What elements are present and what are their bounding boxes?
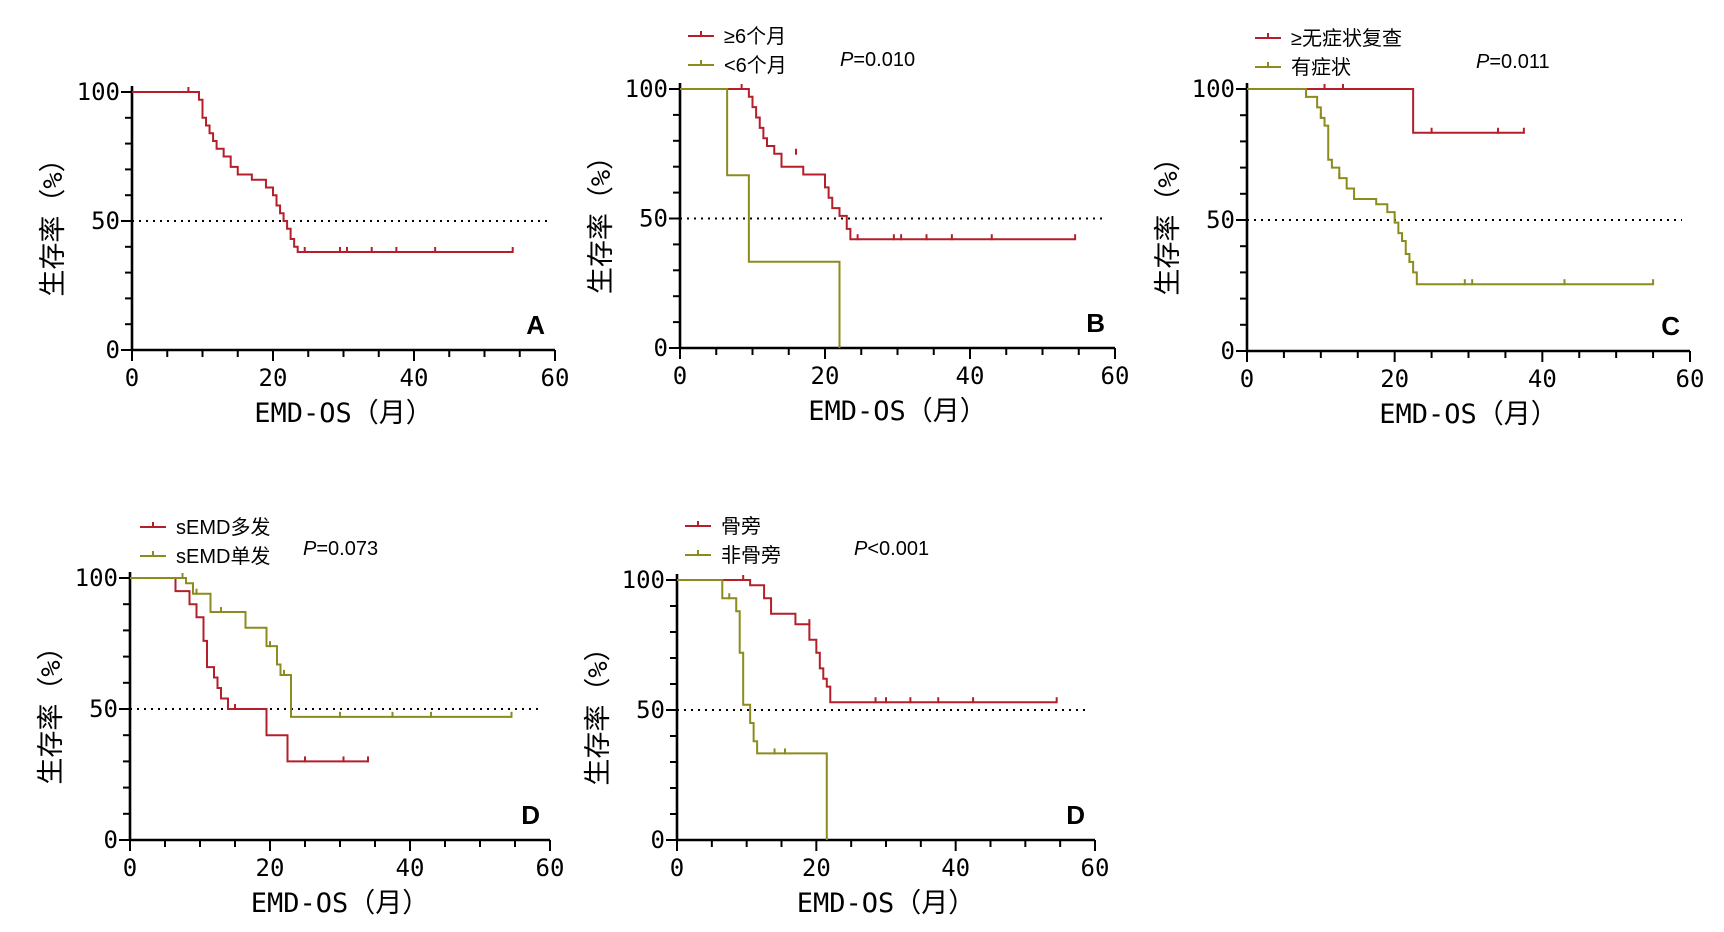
- panel-letter: A: [526, 310, 545, 340]
- x-tick-label: 40: [400, 364, 429, 392]
- x-tick-label: 60: [1676, 365, 1705, 393]
- legend-label: 骨旁: [721, 515, 761, 538]
- y-tick-label: 0: [106, 336, 120, 364]
- legend-label: 有症状: [1291, 56, 1351, 79]
- y-axis-title: 生存率（%）: [583, 634, 614, 785]
- y-axis-title: 生存率（%）: [586, 143, 617, 294]
- x-axis-title: EMD-OS（月）: [254, 398, 433, 429]
- legend-label: <6个月: [724, 54, 787, 77]
- y-tick-label: 50: [636, 696, 665, 724]
- y-tick-label: 100: [1192, 75, 1235, 103]
- x-tick-label: 40: [1528, 365, 1557, 393]
- x-tick-label: 20: [811, 362, 840, 390]
- panel-letter: C: [1661, 311, 1680, 341]
- p-value-label: P<0.001: [854, 538, 929, 560]
- y-tick-label: 50: [91, 207, 120, 235]
- panel-letter: D: [1066, 800, 1085, 830]
- y-axis-title: 生存率（%）: [1153, 144, 1184, 295]
- y-tick-label: 50: [89, 695, 118, 723]
- x-tick-label: 0: [673, 362, 687, 390]
- chart-panel-2: 0 20 40 60 0 50 100 EMD-OS（月） 生存率（%） B ≥6个月 <6个月 P=0…: [586, 25, 1129, 427]
- x-tick-label: 40: [941, 854, 970, 882]
- x-axis-title: EMD-OS（月）: [251, 888, 430, 919]
- y-tick-label: 50: [639, 205, 668, 233]
- x-tick-label: 20: [259, 364, 288, 392]
- survival-curve-series-1: [1247, 88, 1524, 134]
- survival-curve-series-2: [130, 577, 512, 718]
- x-axis-title: EMD-OS（月）: [797, 888, 976, 919]
- x-tick-label: 40: [956, 362, 985, 390]
- panel-letter: B: [1086, 308, 1105, 338]
- x-axis-title: EMD-OS（月）: [1379, 399, 1558, 430]
- survival-curve-series-2: [680, 88, 841, 348]
- x-tick-label: 20: [256, 854, 285, 882]
- x-tick-label: 60: [1081, 854, 1110, 882]
- panel-letter: D: [521, 800, 540, 830]
- x-tick-label: 40: [396, 854, 425, 882]
- y-tick-label: 100: [625, 75, 668, 103]
- x-tick-label: 0: [1240, 365, 1254, 393]
- survival-curve-series-2: [677, 579, 828, 840]
- y-tick-label: 100: [77, 78, 120, 106]
- y-tick-label: 100: [75, 564, 118, 592]
- survival-curve-series-1: [130, 577, 368, 763]
- survival-curve-series-1: [677, 579, 1057, 704]
- y-tick-label: 0: [1221, 337, 1235, 365]
- legend-label: ≥无症状复查: [1291, 27, 1402, 50]
- y-tick-label: 50: [1206, 206, 1235, 234]
- x-tick-label: 60: [1101, 362, 1130, 390]
- x-tick-label: 0: [125, 364, 139, 392]
- x-tick-label: 60: [541, 364, 570, 392]
- y-tick-label: 0: [654, 334, 668, 362]
- x-tick-label: 0: [123, 854, 137, 882]
- legend-label: ≥6个月: [724, 25, 786, 48]
- p-value-label: P=0.010: [840, 49, 915, 71]
- legend-label: sEMD多发: [176, 516, 270, 539]
- x-tick-label: 60: [536, 854, 565, 882]
- y-tick-label: 100: [622, 566, 665, 594]
- x-axis-title: EMD-OS（月）: [808, 396, 987, 427]
- chart-panel-1: 0 20 40 60 0 50 100 EMD-OS（月） 生存率（%） A: [38, 78, 569, 429]
- legend-label: 非骨旁: [721, 544, 781, 567]
- x-tick-label: 0: [670, 854, 684, 882]
- x-tick-label: 20: [802, 854, 831, 882]
- p-value-label: P=0.073: [303, 538, 378, 560]
- y-axis-title: 生存率（%）: [36, 633, 67, 784]
- y-axis-title: 生存率（%）: [38, 145, 69, 296]
- y-tick-label: 0: [651, 826, 665, 854]
- y-tick-label: 0: [104, 826, 118, 854]
- survival-curve-series-2: [1247, 88, 1654, 286]
- x-tick-label: 20: [1380, 365, 1409, 393]
- survival-curve-series-1: [680, 88, 1076, 241]
- p-value-label: P=0.011: [1476, 51, 1550, 73]
- survival-curve-series-1: [132, 91, 513, 253]
- legend-label: sEMD单发: [176, 545, 270, 568]
